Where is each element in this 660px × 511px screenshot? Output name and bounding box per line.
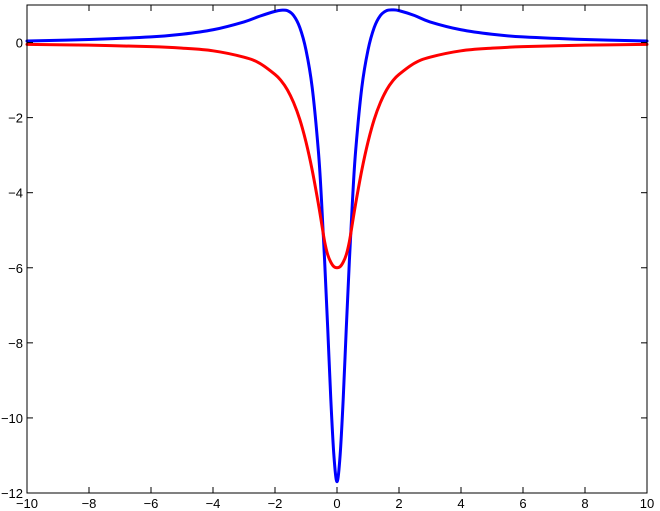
- x-tick-label: 10: [640, 496, 654, 511]
- y-tick-label: −12: [1, 486, 23, 501]
- series-line-1: [25, 8, 649, 484]
- series-line-2: [25, 42, 649, 270]
- x-tick-label: −8: [82, 496, 97, 511]
- y-tick-label: 0: [16, 36, 23, 51]
- y-tick-label: −10: [1, 411, 23, 426]
- plot-area-frame: [26, 4, 648, 494]
- x-tick-label: 4: [457, 496, 464, 511]
- x-tick-label: 8: [581, 496, 588, 511]
- y-tick-label: −4: [8, 186, 23, 201]
- x-tick-label: −10: [16, 496, 38, 511]
- x-tick-label: 2: [395, 496, 402, 511]
- y-tick-label: −2: [8, 111, 23, 126]
- x-tick-label: −2: [268, 496, 283, 511]
- tick-label-layer: −10 −8 −6 −4 −2 0 2 4 6 8 100−2−4−6−8−10−12: [1, 36, 654, 511]
- x-tick-label: −4: [206, 496, 221, 511]
- x-tick-label: −6: [144, 496, 159, 511]
- series-layer: [25, 8, 649, 484]
- plot-area-background: [27, 5, 647, 493]
- x-tick-label: 6: [519, 496, 526, 511]
- y-tick-label: −8: [8, 336, 23, 351]
- x-tick-label: 0: [333, 496, 340, 511]
- y-tick-label: −6: [8, 261, 23, 276]
